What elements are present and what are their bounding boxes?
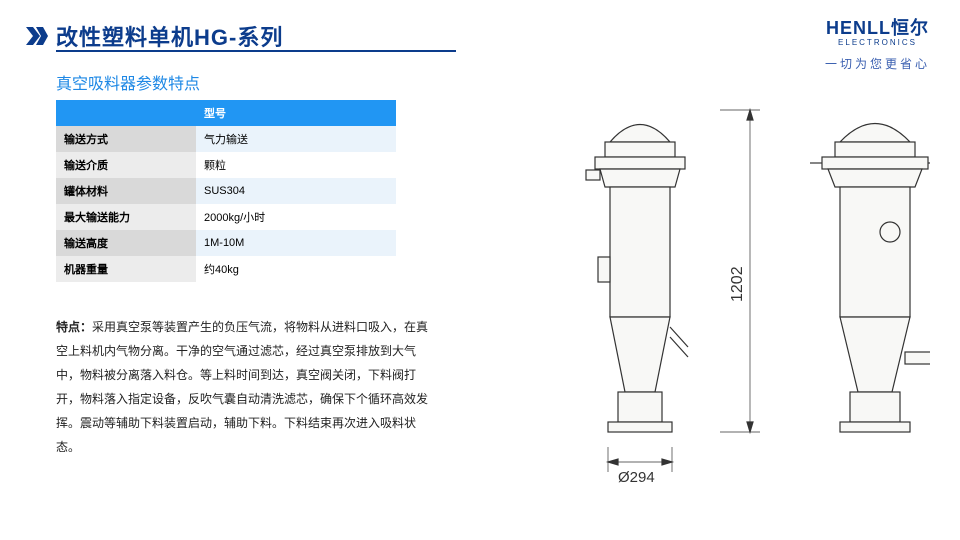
desc-text: 采用真空泵等装置产生的负压气流，将物料从进料口吸入，在真空上料机内气物分离。干净… xyxy=(56,320,428,454)
row-value: SUS304 xyxy=(196,178,396,204)
row-label: 最大输送能力 xyxy=(56,204,196,230)
row-label: 罐体材料 xyxy=(56,178,196,204)
brand-logo: HENLL恒尔 ELECTRONICS 一切为您更省心 xyxy=(825,14,930,72)
section-subtitle: 真空吸料器参数特点 xyxy=(56,70,200,94)
row-value: 颗粒 xyxy=(196,152,396,178)
logo-sub: ELECTRONICS xyxy=(825,38,930,47)
row-value: 1M-10M xyxy=(196,230,396,256)
col-spec: 型号 xyxy=(196,100,396,126)
dim-height: 1202 xyxy=(729,266,746,302)
chevron-icon xyxy=(26,27,48,45)
row-value: 2000kg/小时 xyxy=(196,204,396,230)
desc-label: 特点： xyxy=(56,320,92,334)
row-value: 气力输送 xyxy=(196,126,396,152)
page-title: 改性塑料单机HG-系列 xyxy=(56,20,283,52)
title-underline xyxy=(56,50,456,52)
row-label: 机器重量 xyxy=(56,256,196,282)
logo-name: HENLL恒尔 xyxy=(825,14,930,40)
row-value: 约40kg xyxy=(196,256,396,282)
technical-diagram: 1202 Ø294 xyxy=(500,97,930,497)
logo-slogan: 一切为您更省心 xyxy=(825,55,930,72)
description: 特点：采用真空泵等装置产生的负压气流，将物料从进料口吸入，在真空上料机内气物分离… xyxy=(56,315,436,459)
spec-table: 型号 输送方式气力输送 输送介质颗粒 罐体材料SUS304 最大输送能力2000… xyxy=(56,100,396,282)
dim-diameter: Ø294 xyxy=(618,469,655,486)
row-label: 输送方式 xyxy=(56,126,196,152)
row-label: 输送介质 xyxy=(56,152,196,178)
row-label: 输送高度 xyxy=(56,230,196,256)
